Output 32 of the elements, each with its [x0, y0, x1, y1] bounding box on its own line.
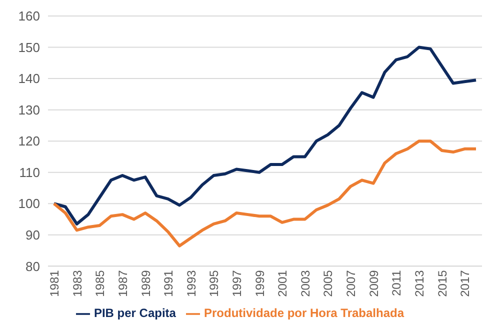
x-tick-label: 2013 [412, 270, 426, 297]
x-tick-label: 1991 [162, 270, 176, 297]
y-tick-label: 120 [18, 134, 40, 149]
x-tick-label: 1999 [252, 270, 267, 297]
y-tick-label: 130 [18, 102, 40, 118]
line-series [52, 46, 478, 226]
x-tick-label: 2011 [390, 270, 404, 296]
x-tick-label: 2017 [458, 270, 472, 297]
x-tick-label: 1983 [70, 270, 84, 297]
x-tick-label: 2007 [344, 270, 358, 297]
legend-label: Produtividade por Hora Trabalhada [204, 306, 404, 320]
x-tick-label: 1985 [93, 270, 108, 297]
x-tick-label: 1987 [116, 270, 130, 297]
x-tick-label: 1997 [230, 270, 244, 297]
x-tick-label: 2009 [366, 270, 381, 297]
y-tick-label: 140 [18, 71, 40, 86]
legend-label: PIB per Capita [94, 306, 176, 320]
x-tick-label: 1981 [48, 270, 62, 297]
y-tick-label: 80 [26, 258, 40, 274]
x-tick-label: 2015 [435, 270, 450, 297]
y-tick-label: 150 [18, 40, 40, 55]
x-tick-label: 2005 [321, 270, 336, 297]
x-tick-label: 2001 [276, 270, 290, 297]
x-tick-label: 1993 [184, 270, 198, 297]
y-tick-label: 100 [18, 196, 40, 212]
y-tick-label: 90 [26, 228, 40, 243]
y-tick-label: 110 [19, 164, 40, 180]
y-tick-label: 160 [18, 8, 40, 24]
line-series [52, 140, 478, 248]
x-tick-label: 1995 [207, 270, 222, 297]
x-tick-label: 2003 [298, 270, 312, 297]
x-tick-label: 1989 [138, 270, 153, 297]
